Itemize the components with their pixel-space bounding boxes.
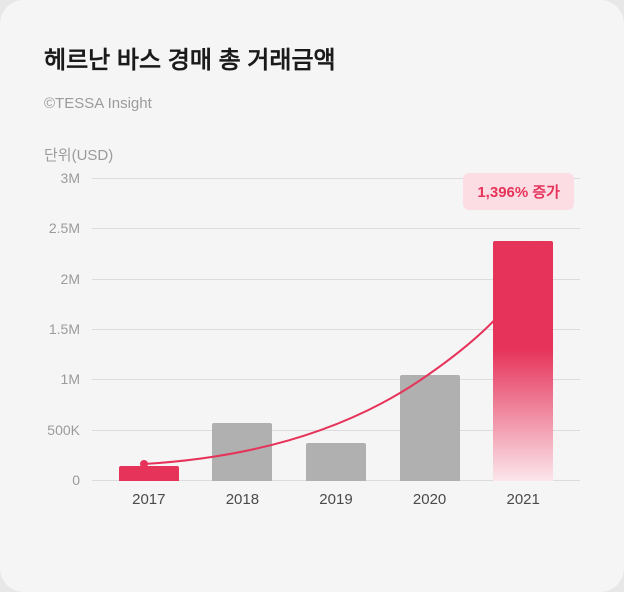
bar [400,375,460,481]
y-tick-label: 2.5M [49,220,92,236]
plot-area: 0500K1M1.5M2M2.5M3M 1,396% 증가 [92,179,580,481]
chart-card: 헤르난 바스 경매 총 거래금액 ©TESSA Insight 단위(USD) … [0,0,624,592]
bar-slot [196,179,290,481]
y-tick-label: 0 [72,472,92,488]
x-tick-label: 2017 [102,491,196,508]
chart-credit: ©TESSA Insight [44,95,580,112]
y-tick-label: 1M [61,371,92,387]
bar-slot [102,179,196,481]
x-tick-label: 2019 [289,491,383,508]
bar [212,423,272,481]
x-tick-label: 2021 [476,491,570,508]
x-tick-label: 2020 [383,491,477,508]
growth-badge: 1,396% 증가 [463,173,574,210]
y-tick-label: 3M [61,170,92,186]
bar [306,443,366,481]
x-tick-label: 2018 [196,491,290,508]
growth-badge-text: 1,396% 증가 [477,184,560,201]
chart-title: 헤르난 바스 경매 총 거래금액 [44,40,580,75]
bar-slot [476,179,570,481]
bar [493,241,553,481]
y-tick-label: 1.5M [49,321,92,337]
bar [119,466,179,481]
bar-slot [383,179,477,481]
bars-container [92,179,580,481]
y-tick-label: 500K [47,422,92,438]
unit-label: 단위(USD) [44,144,580,165]
chart-area: 0500K1M1.5M2M2.5M3M 1,396% 증가 2017201820… [44,179,580,508]
y-tick-label: 2M [61,271,92,287]
x-axis: 20172018201920202021 [92,491,580,508]
bar-slot [289,179,383,481]
